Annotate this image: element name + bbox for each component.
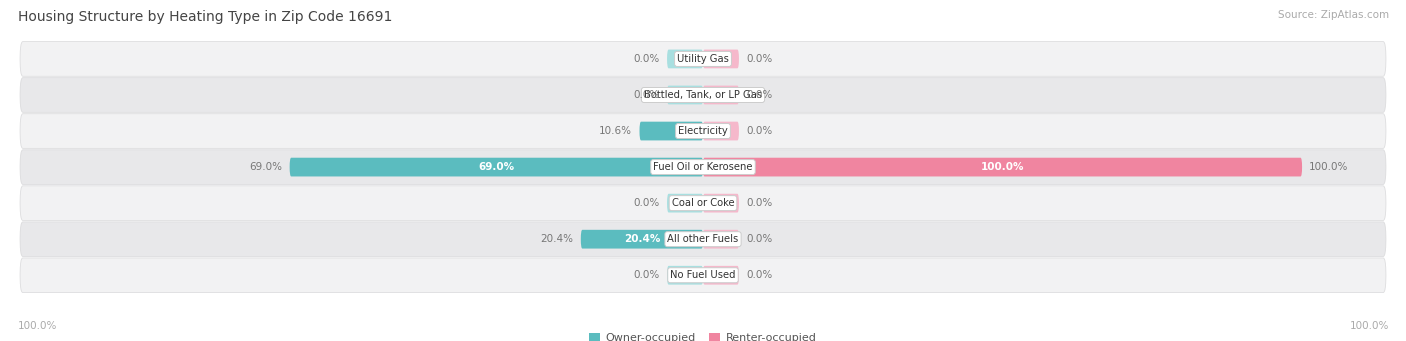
FancyBboxPatch shape <box>581 230 703 249</box>
FancyBboxPatch shape <box>290 158 703 176</box>
FancyBboxPatch shape <box>666 194 703 212</box>
Text: 0.0%: 0.0% <box>747 198 772 208</box>
FancyBboxPatch shape <box>666 49 703 68</box>
Text: 100.0%: 100.0% <box>1309 162 1348 172</box>
FancyBboxPatch shape <box>703 86 740 104</box>
Text: 20.4%: 20.4% <box>540 234 574 244</box>
Text: Housing Structure by Heating Type in Zip Code 16691: Housing Structure by Heating Type in Zip… <box>18 10 392 24</box>
FancyBboxPatch shape <box>20 150 1386 184</box>
Text: 10.6%: 10.6% <box>599 126 633 136</box>
Text: All other Fuels: All other Fuels <box>668 234 738 244</box>
FancyBboxPatch shape <box>703 194 740 212</box>
FancyBboxPatch shape <box>20 258 1386 293</box>
Text: 0.0%: 0.0% <box>634 54 659 64</box>
FancyBboxPatch shape <box>20 114 1386 148</box>
Text: 0.0%: 0.0% <box>747 54 772 64</box>
FancyBboxPatch shape <box>666 86 703 104</box>
Text: Bottled, Tank, or LP Gas: Bottled, Tank, or LP Gas <box>644 90 762 100</box>
FancyBboxPatch shape <box>20 186 1386 220</box>
Text: 100.0%: 100.0% <box>981 162 1025 172</box>
FancyBboxPatch shape <box>703 230 740 249</box>
FancyBboxPatch shape <box>703 158 1302 176</box>
Text: Coal or Coke: Coal or Coke <box>672 198 734 208</box>
Text: 0.0%: 0.0% <box>634 90 659 100</box>
FancyBboxPatch shape <box>703 49 740 68</box>
Text: Source: ZipAtlas.com: Source: ZipAtlas.com <box>1278 10 1389 20</box>
Text: No Fuel Used: No Fuel Used <box>671 270 735 280</box>
Text: 100.0%: 100.0% <box>1350 321 1389 331</box>
FancyBboxPatch shape <box>640 122 703 140</box>
Text: 0.0%: 0.0% <box>634 270 659 280</box>
Text: Fuel Oil or Kerosene: Fuel Oil or Kerosene <box>654 162 752 172</box>
Text: 0.0%: 0.0% <box>747 90 772 100</box>
Text: Utility Gas: Utility Gas <box>678 54 728 64</box>
Legend: Owner-occupied, Renter-occupied: Owner-occupied, Renter-occupied <box>589 333 817 341</box>
FancyBboxPatch shape <box>20 42 1386 76</box>
Text: 0.0%: 0.0% <box>747 126 772 136</box>
Text: 0.0%: 0.0% <box>747 270 772 280</box>
Text: 69.0%: 69.0% <box>478 162 515 172</box>
FancyBboxPatch shape <box>703 122 740 140</box>
Text: Electricity: Electricity <box>678 126 728 136</box>
Text: 20.4%: 20.4% <box>624 234 659 244</box>
FancyBboxPatch shape <box>666 266 703 285</box>
FancyBboxPatch shape <box>20 78 1386 112</box>
Text: 69.0%: 69.0% <box>249 162 283 172</box>
FancyBboxPatch shape <box>20 222 1386 256</box>
FancyBboxPatch shape <box>703 266 740 285</box>
Text: 0.0%: 0.0% <box>634 198 659 208</box>
Text: 100.0%: 100.0% <box>18 321 58 331</box>
Text: 0.0%: 0.0% <box>747 234 772 244</box>
